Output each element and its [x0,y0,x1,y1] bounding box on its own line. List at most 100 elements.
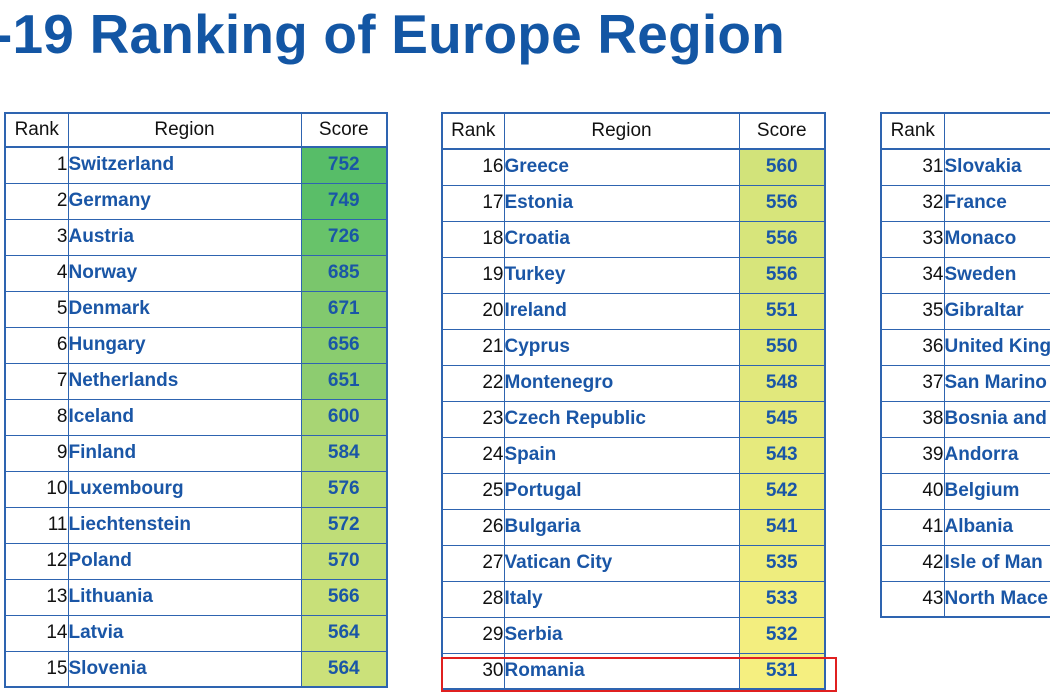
rank-cell: 27 [441,544,505,582]
region-cell: Switzerland [67,146,302,184]
table-row: 16 Greece 560 [441,148,826,186]
region-cell: Denmark [67,290,302,328]
table-row: 7 Netherlands 651 [4,362,388,400]
region-cell: Netherlands [67,362,302,400]
rank-cell: 26 [441,508,505,546]
region-cell: Cyprus [503,328,740,366]
score-cell: 556 [738,220,826,258]
rank-cell: 7 [4,362,69,400]
region-cell: North Mace [943,580,1050,618]
score-cell: 556 [738,184,826,222]
region-cell: Luxembourg [67,470,302,508]
score-cell: 543 [738,436,826,474]
region-cell: Sweden [943,256,1050,294]
rank-cell: 20 [441,292,505,330]
rank-cell: 37 [880,364,945,402]
table-row: 15 Slovenia 564 [4,650,388,688]
table-row: 1 Switzerland 752 [4,146,388,184]
table-row: 29 Serbia 532 [441,616,826,654]
table-row: 41 Albania [880,508,1050,546]
region-cell: France [943,184,1050,222]
table-row: 33 Monaco [880,220,1050,258]
score-header: Score [300,112,388,148]
table-row: 36 United King [880,328,1050,366]
table-row: 13 Lithuania 566 [4,578,388,616]
region-cell: Hungary [67,326,302,364]
table-row: 4 Norway 685 [4,254,388,292]
table-row: 40 Belgium [880,472,1050,510]
score-cell: 572 [300,506,388,544]
table-row: 10 Luxembourg 576 [4,470,388,508]
score-cell: 584 [300,434,388,472]
table-row: 5 Denmark 671 [4,290,388,328]
region-cell: Bulgaria [503,508,740,546]
score-cell: 651 [300,362,388,400]
ranking-table-3: Rank Re 31Slovakia32France33Monaco34Swed… [880,112,1050,618]
score-cell: 560 [738,148,826,186]
rank-cell: 25 [441,472,505,510]
table-row: 37 San Marino [880,364,1050,402]
rank-cell: 10 [4,470,69,508]
region-cell: Norway [67,254,302,292]
score-cell: 541 [738,508,826,546]
rank-cell: 21 [441,328,505,366]
region-cell: Vatican City [503,544,740,582]
rank-cell: 12 [4,542,69,580]
rank-cell: 41 [880,508,945,546]
region-header: Region [503,112,740,150]
region-cell: Belgium [943,472,1050,510]
region-cell: Ireland [503,292,740,330]
region-cell: United King [943,328,1050,366]
score-cell: 545 [738,400,826,438]
region-cell: Greece [503,148,740,186]
rank-cell: 9 [4,434,69,472]
score-cell: 671 [300,290,388,328]
region-cell: Austria [67,218,302,256]
table-row: 25 Portugal 542 [441,472,826,510]
rank-cell: 40 [880,472,945,510]
region-cell: Slovakia [943,148,1050,186]
table-row: 38 Bosnia and [880,400,1050,438]
rank-cell: 11 [4,506,69,544]
score-cell: 542 [738,472,826,510]
region-cell: Lithuania [67,578,302,616]
region-cell: Isle of Man [943,544,1050,582]
score-cell: 532 [738,616,826,654]
region-cell: Iceland [67,398,302,436]
score-cell: 564 [300,614,388,652]
table-row: 12 Poland 570 [4,542,388,580]
region-cell: Finland [67,434,302,472]
table-row: 24 Spain 543 [441,436,826,474]
table-row: 28 Italy 533 [441,580,826,618]
rank-cell: 43 [880,580,945,618]
region-header: Region [67,112,302,148]
rank-cell: 42 [880,544,945,582]
score-header: Score [738,112,826,150]
rank-cell: 24 [441,436,505,474]
region-cell: Latvia [67,614,302,652]
region-cell: Estonia [503,184,740,222]
region-header: Re [943,112,1050,150]
region-cell: Germany [67,182,302,220]
rank-cell: 38 [880,400,945,438]
region-cell: Gibraltar [943,292,1050,330]
table-row: 34 Sweden [880,256,1050,294]
highlight-box-romania [441,657,837,692]
table-row: 21 Cyprus 550 [441,328,826,366]
score-cell: 726 [300,218,388,256]
rank-cell: 2 [4,182,69,220]
table-row: 3 Austria 726 [4,218,388,256]
rank-header: Rank [441,112,505,150]
rank-cell: 6 [4,326,69,364]
table-row: 9 Finland 584 [4,434,388,472]
rank-cell: 23 [441,400,505,438]
rank-cell: 29 [441,616,505,654]
table-row: 26 Bulgaria 541 [441,508,826,546]
score-cell: 570 [300,542,388,580]
region-cell: Slovenia [67,650,302,688]
score-cell: 752 [300,146,388,184]
rank-cell: 32 [880,184,945,222]
rank-header: Rank [880,112,945,150]
score-cell: 533 [738,580,826,618]
rank-cell: 31 [880,148,945,186]
